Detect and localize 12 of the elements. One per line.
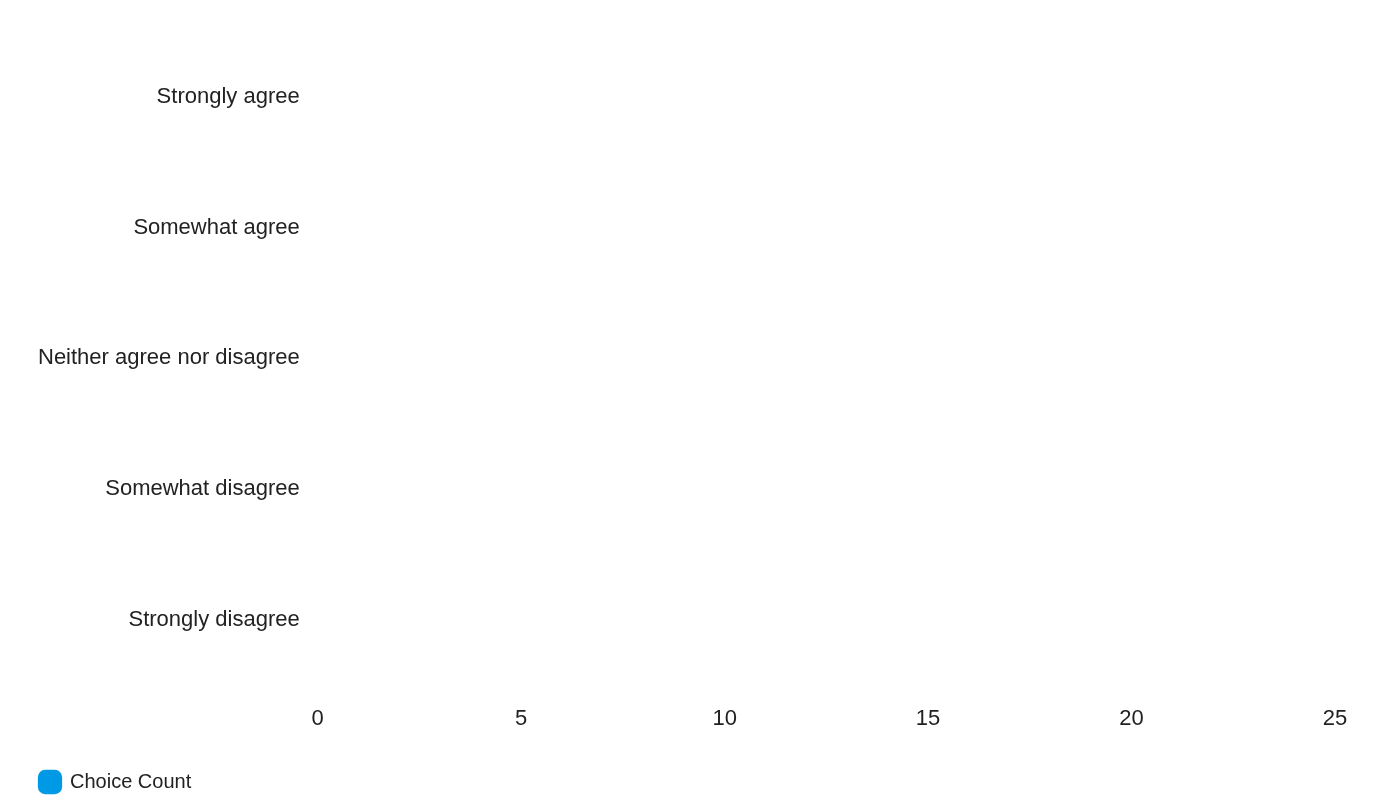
y-tick-label: Strongly agree (156, 82, 300, 108)
x-tick-label: 15 (915, 704, 941, 730)
x-tick-label: 25 (1322, 704, 1348, 730)
x-tick-label: 10 (712, 704, 737, 730)
y-tick-label: Somewhat disagree (105, 475, 300, 501)
y-tick-label: Somewhat agree (133, 213, 300, 239)
x-tick-label: 5 (515, 704, 528, 730)
x-tick-label: 0 (311, 704, 324, 730)
x-tick-label: 20 (1119, 704, 1144, 730)
legend-label: Choice Count (70, 769, 192, 792)
y-tick-label: Strongly disagree (128, 606, 300, 632)
y-tick-label: Neither agree nor disagree (37, 344, 300, 370)
